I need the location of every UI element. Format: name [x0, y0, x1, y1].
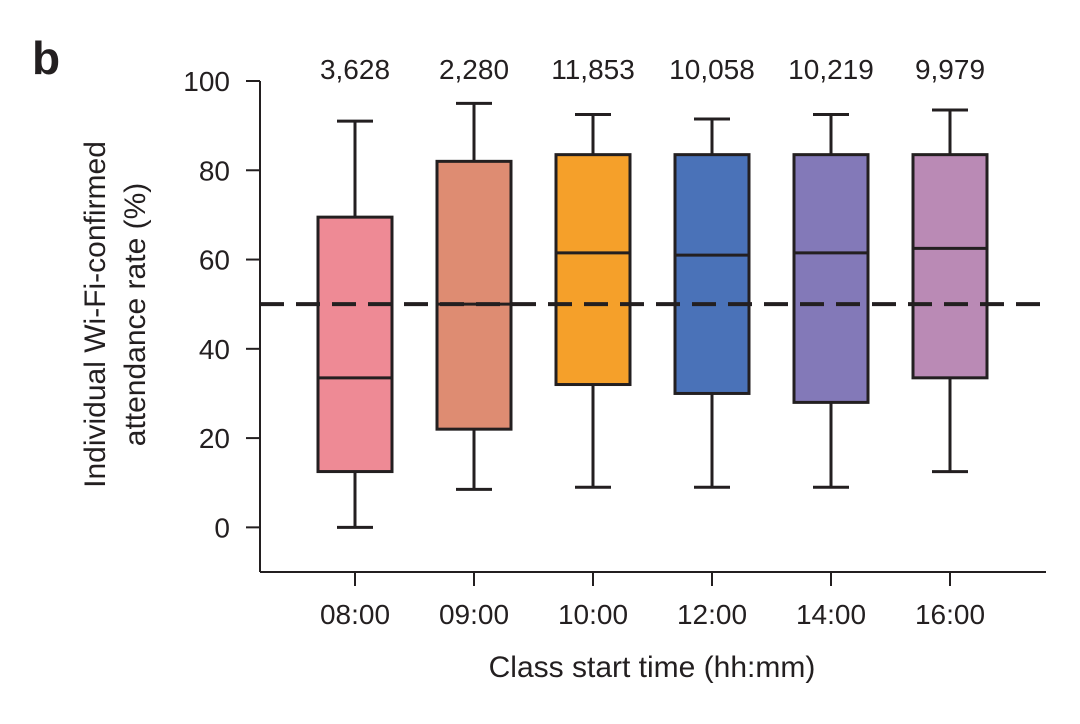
iqr-box [435, 159, 513, 431]
box-1200 [673, 117, 751, 489]
box-0800 [316, 119, 394, 529]
count-label: 10,058 [669, 54, 755, 85]
y-axis-title: Individual Wi-Fi-confirmed attendance ra… [79, 141, 152, 488]
x-tick-label: 14:00 [796, 599, 866, 630]
x-axis-title: Class start time (hh:mm) [489, 651, 816, 684]
iqr-box [792, 153, 870, 404]
y-tick-label: 20 [199, 423, 230, 454]
iqr-box [554, 153, 632, 387]
box-0900 [435, 101, 513, 491]
y-tick-label: 0 [214, 512, 230, 543]
iqr-box [316, 215, 394, 474]
count-label: 10,219 [788, 54, 874, 85]
box-1600 [911, 108, 989, 474]
y-axis-title-line-2: attendance rate (%) [119, 183, 152, 446]
box-1400 [792, 112, 870, 489]
count-label: 11,853 [551, 54, 635, 85]
panel-label: b [32, 32, 60, 84]
count-label: 9,979 [915, 54, 985, 85]
x-tick-label: 12:00 [677, 599, 747, 630]
axes [246, 80, 1046, 586]
iqr-box [673, 153, 751, 395]
labels: 0 20 40 60 80 100 08:00 09:00 10:00 12:00 14:00 16:… [183, 54, 985, 630]
x-tick-label: 08:00 [320, 599, 390, 630]
iqr-box [911, 153, 989, 380]
x-tick-label: 10:00 [558, 599, 628, 630]
y-axis-title-line-1: Individual Wi-Fi-confirmed [79, 141, 112, 488]
box-1000 [554, 112, 632, 489]
y-tick-label: 40 [199, 334, 230, 365]
x-tick-label: 09:00 [439, 599, 509, 630]
count-label: 2,280 [439, 54, 509, 85]
y-tick-label: 80 [199, 155, 230, 186]
boxes [316, 101, 989, 529]
count-label: 3,628 [320, 54, 390, 85]
y-tick-label: 60 [199, 245, 230, 276]
x-tick-label: 16:00 [915, 599, 985, 630]
y-tick-label: 100 [183, 66, 230, 97]
